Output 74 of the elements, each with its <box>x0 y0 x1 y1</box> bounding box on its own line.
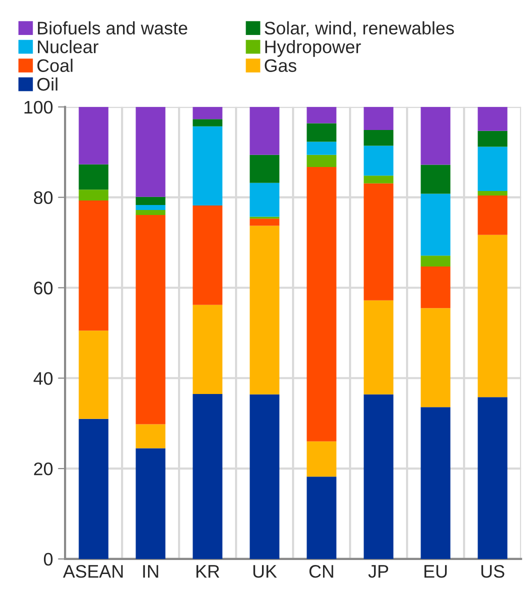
bar <box>192 205 222 305</box>
x-tick-label: KR <box>196 565 220 578</box>
bar <box>136 214 166 424</box>
bar <box>136 210 166 215</box>
bar <box>306 106 336 124</box>
bar <box>478 234 508 398</box>
bar <box>364 146 394 176</box>
y-tick-label: 20 <box>34 462 53 476</box>
bar <box>306 441 336 477</box>
bar <box>478 130 508 147</box>
bar <box>306 167 336 442</box>
bar <box>420 407 450 559</box>
bar <box>78 164 108 190</box>
bar <box>364 176 394 184</box>
legend-label: Hydropower <box>265 40 361 57</box>
bar <box>136 424 166 448</box>
x-tick-label: ASEAN <box>62 564 123 578</box>
bar <box>364 394 394 559</box>
x-tick-label: IN <box>143 565 158 578</box>
bar <box>136 448 166 559</box>
x-tick-label: US <box>481 564 504 578</box>
legend-label: Coal <box>37 58 72 72</box>
bar <box>364 106 394 130</box>
bar <box>420 106 450 165</box>
bar <box>478 146 508 191</box>
bar <box>250 226 280 394</box>
bar <box>192 126 222 206</box>
x-tick-label: CN <box>309 564 334 578</box>
bar <box>306 476 336 559</box>
legend-label: Biofuels and waste <box>38 21 188 35</box>
bar <box>478 106 508 131</box>
bar <box>192 304 222 394</box>
bar <box>364 183 394 300</box>
bar <box>192 106 222 120</box>
bar <box>420 164 450 194</box>
y-tick-label: 100 <box>24 100 53 114</box>
bar <box>136 205 166 210</box>
bar <box>78 418 108 559</box>
bar <box>420 194 450 256</box>
bar <box>420 256 450 266</box>
bar <box>478 196 508 235</box>
bar <box>136 106 166 197</box>
y-tick-label: 0 <box>44 552 53 566</box>
bar <box>78 106 108 164</box>
x-tick-label: UK <box>253 565 277 578</box>
bar <box>192 119 222 126</box>
bar <box>478 397 508 559</box>
bar <box>250 394 280 559</box>
x-tick-label: JP <box>368 565 388 578</box>
bar <box>250 154 280 183</box>
legend-label: Gas <box>264 59 296 72</box>
legend-label: Nuclear <box>38 40 98 54</box>
legend-label: Solar, wind, renewables <box>264 21 454 37</box>
y-tick-label: 40 <box>34 372 53 385</box>
bar <box>364 130 394 146</box>
x-tick-label: EU <box>424 565 447 578</box>
bar <box>250 218 280 226</box>
bar <box>420 308 450 408</box>
bar <box>250 182 280 217</box>
bar <box>192 394 222 559</box>
bar <box>364 300 394 394</box>
bar <box>420 266 450 308</box>
bar <box>306 154 336 168</box>
bar <box>78 200 108 331</box>
legend-label: Oil <box>37 77 58 91</box>
bar <box>306 142 336 155</box>
bar <box>78 330 108 419</box>
bar <box>306 123 336 142</box>
bar <box>78 190 108 200</box>
y-tick-label: 60 <box>34 282 53 294</box>
bar <box>136 196 166 206</box>
bar <box>250 106 280 155</box>
y-tick-label: 80 <box>34 191 53 204</box>
bar <box>478 191 508 196</box>
